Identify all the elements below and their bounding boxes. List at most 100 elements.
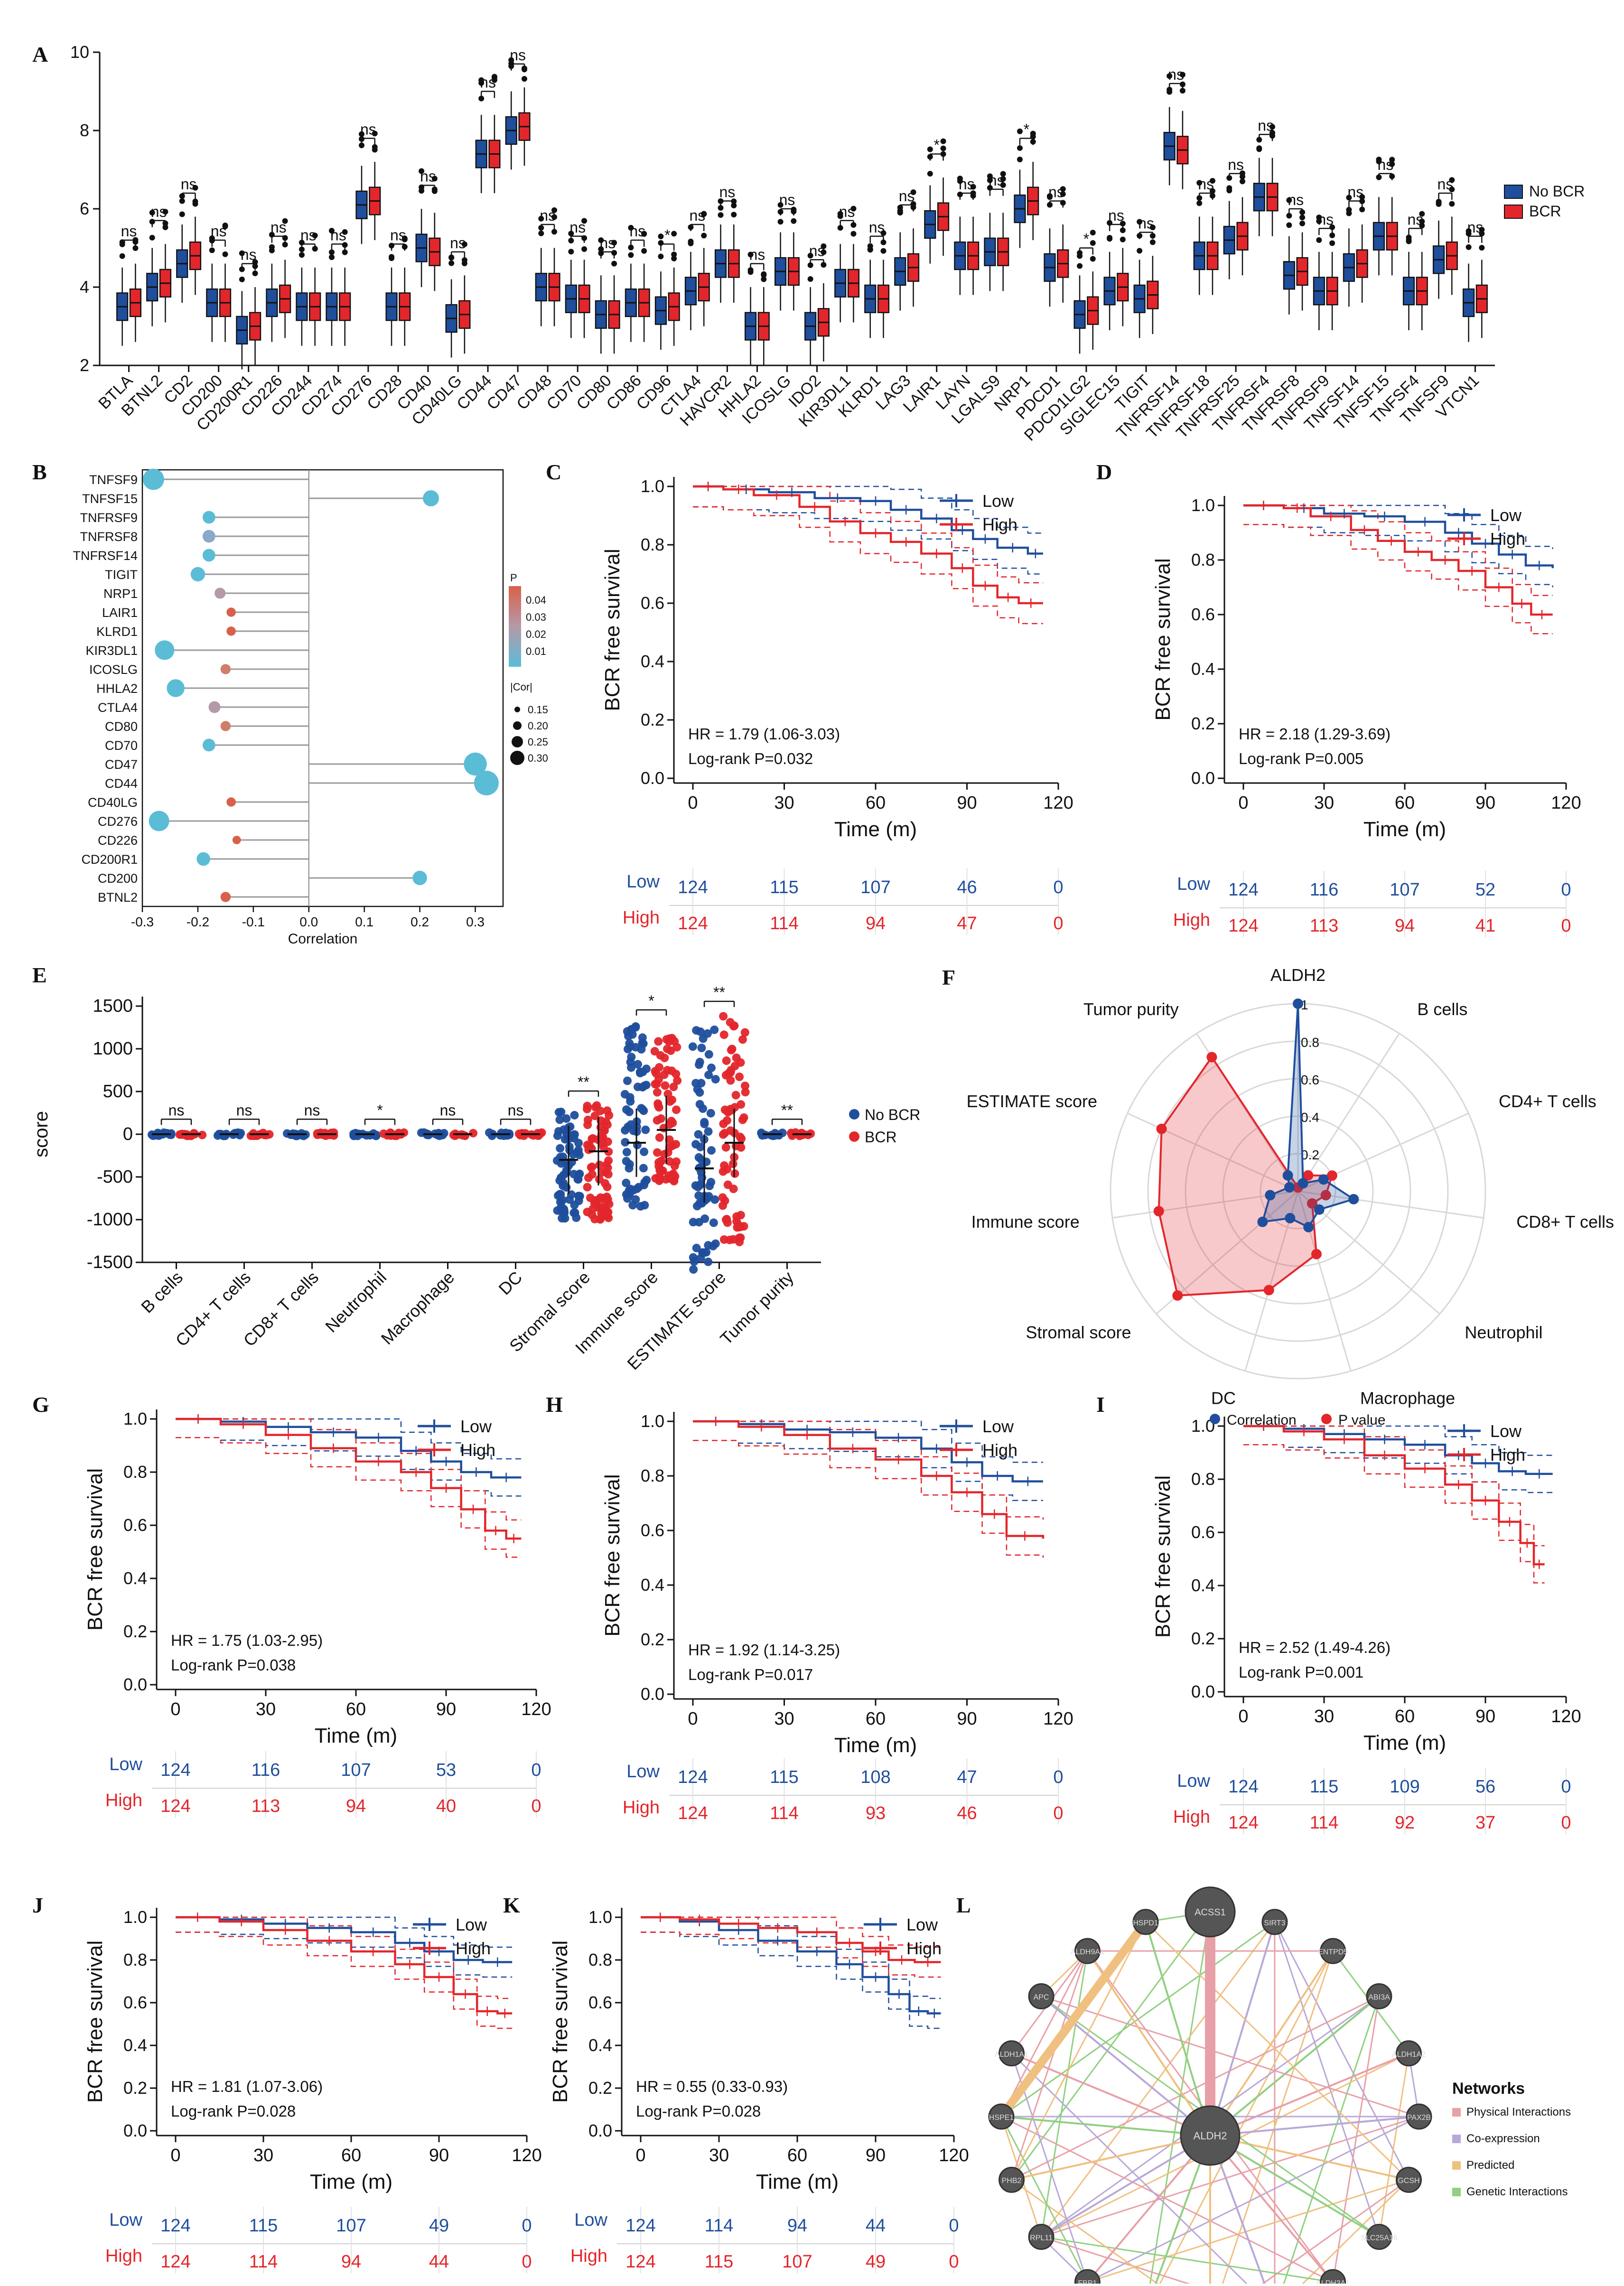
sig-label: * [1083, 231, 1089, 248]
score-point-nobcr [697, 1044, 706, 1053]
network-edge [1282, 1996, 1380, 2286]
lollipop-point [412, 870, 427, 886]
legend-size-dot [513, 721, 522, 730]
y-tick-label: 0.8 [641, 1466, 664, 1485]
risk-value-high: 93 [866, 1803, 886, 1823]
ci-lower-high [176, 1437, 522, 1558]
outlier-point [1240, 178, 1245, 185]
outlier-point [731, 212, 737, 218]
outlier-point [1359, 206, 1365, 213]
score-point-bcr [595, 1160, 604, 1169]
outlier-point [1196, 180, 1203, 186]
score-point-nobcr [299, 1131, 308, 1140]
sig-label: ns [420, 168, 436, 185]
outlier-point [269, 247, 275, 253]
score-point-bcr [721, 1143, 730, 1152]
score-point-nobcr [621, 1138, 630, 1147]
outlier-point [1090, 230, 1096, 236]
sig-label: ns [749, 246, 765, 263]
sig-label: ns [480, 74, 496, 91]
score-point-bcr [719, 1120, 728, 1129]
score-point-bcr [653, 1148, 662, 1157]
gene-label: NRP1 [103, 587, 138, 601]
score-point-nobcr [626, 1063, 635, 1072]
panel-e-scatter: -1500 -1000 -500 0 500 1000 1500 score B cells ns… [31, 984, 920, 1373]
score-point-bcr [670, 1037, 679, 1046]
score-point-nobcr [699, 1034, 708, 1043]
risk-row-label: High [623, 1798, 660, 1818]
outlier-point [1449, 187, 1455, 193]
sig-label: ns [181, 176, 197, 193]
score-point-bcr [583, 1101, 592, 1110]
gene-label: CD70 [543, 372, 585, 413]
network-edge [1332, 1996, 1380, 2283]
score-point-nobcr [633, 1184, 642, 1193]
logrank-text: Log-rank P=0.032 [688, 750, 813, 767]
risk-value-low: 107 [341, 1760, 371, 1780]
logrank-text: Log-rank P=0.001 [1239, 1663, 1363, 1681]
x-tick-label: 0 [170, 1699, 180, 1719]
score-point-nobcr [694, 1191, 703, 1200]
sig-label: ns [1467, 219, 1484, 236]
x-tick-label: 30 [253, 2146, 273, 2165]
outlier-point [581, 246, 588, 252]
legend-label: High [1490, 1445, 1525, 1465]
risk-value-high: 37 [1475, 1813, 1495, 1833]
network-edge [1011, 2052, 1211, 2137]
y-tick-label: 0.8 [1191, 550, 1215, 569]
risk-value-low: 124 [678, 1767, 708, 1787]
score-point-bcr [741, 1088, 750, 1097]
outlier-point [179, 198, 185, 204]
risk-row-label: High [623, 908, 660, 928]
network-edge [1209, 1950, 1334, 2137]
score-point-bcr [665, 1097, 674, 1106]
panel-letter-J: J [32, 1893, 43, 1917]
outlier-point [1047, 193, 1053, 199]
x-axis-label: Time (m) [834, 818, 917, 841]
risk-value-low: 107 [860, 877, 890, 897]
outlier-point [1256, 145, 1262, 151]
risk-value-low: 0 [949, 2216, 959, 2236]
score-point-nobcr [625, 1108, 634, 1117]
panel-j-km: 0.0 0.2 0.4 0.6 0.8 1.0 0 30 60 90 120 Time (m) BCR … [84, 1907, 542, 2273]
risk-row-label: High [570, 2246, 607, 2266]
outlier-point [821, 243, 827, 249]
sig-label: ns [304, 1101, 320, 1119]
sig-label: ** [781, 1101, 793, 1119]
gene-label: TNFRSF14 [73, 549, 138, 563]
outlier-point [910, 189, 916, 195]
score-point-bcr [587, 1163, 596, 1172]
y-tick-label: 0.4 [641, 652, 664, 671]
outlier-point [1149, 224, 1156, 231]
x-tick-label: 60 [346, 1699, 366, 1719]
risk-value-high: 0 [1561, 1813, 1571, 1833]
outlier-point [701, 211, 707, 217]
lollipop-point [232, 836, 241, 844]
category-label: DC [495, 1268, 526, 1299]
outlier-point [837, 225, 843, 231]
score-point-bcr [673, 1076, 682, 1085]
legend-label: No BCR [865, 1106, 920, 1123]
survival-curve-low [1243, 504, 1554, 569]
network-edge [1210, 2135, 1409, 2181]
y-tick-label: 0.0 [1191, 1682, 1215, 1701]
score-point-bcr [596, 1106, 605, 1115]
outlier-point [551, 207, 557, 213]
x-tick-label: 90 [1475, 1707, 1495, 1726]
radar-axis-label: B cells [1417, 999, 1467, 1019]
legend-tick: 0.15 [528, 704, 548, 716]
score-point-bcr [740, 1028, 749, 1037]
risk-value-low: 116 [252, 1760, 280, 1780]
outlier-point [1269, 124, 1276, 130]
legend-swatch-nobcr [1504, 185, 1523, 199]
gene-label: CD226 [98, 833, 138, 848]
outlier-point [1465, 244, 1472, 250]
ci-upper-high [1243, 504, 1553, 596]
score-point-nobcr [557, 1174, 566, 1183]
outlier-point [359, 142, 364, 149]
risk-row-label: Low [626, 1762, 660, 1782]
y-tick-label: 0.4 [641, 1575, 664, 1595]
legend-title: |Cor| [510, 681, 532, 693]
outlier-point [688, 240, 694, 246]
score-point-nobcr [692, 1243, 701, 1252]
